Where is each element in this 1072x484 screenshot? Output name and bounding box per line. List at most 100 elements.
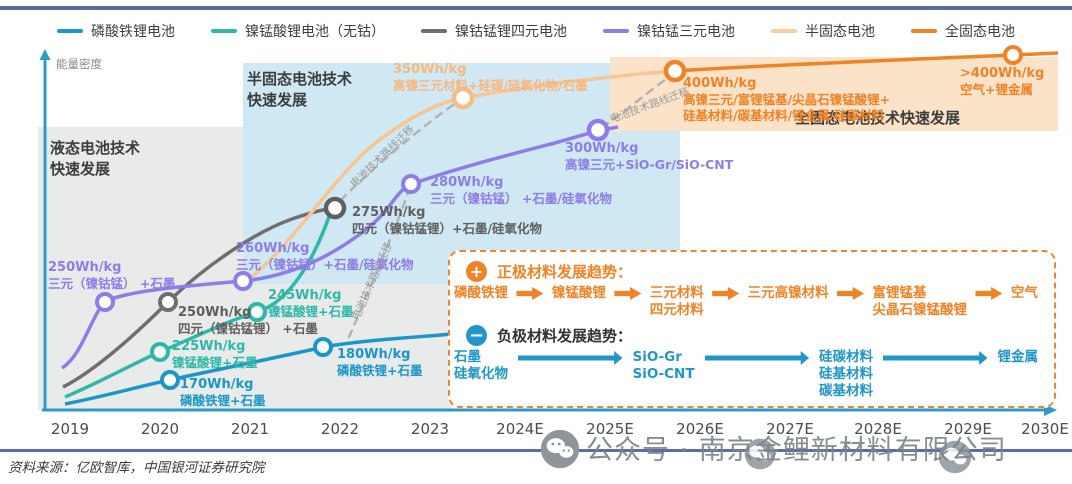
anode-trend-title: 负极材料发展趋势： [497,327,633,345]
point-label: 275Wh/kg 四元（镍钴锰锂）+石墨/硅氧化物 [352,205,542,237]
trend-step-line: 锂金属 [997,349,1039,365]
x-tick: 2021 [230,420,270,438]
legend-label: 磷酸铁锂电池 [91,24,175,40]
legend-item: 全固态电池 [911,21,1015,41]
trend-step: 镍锰酸锂 [552,285,606,302]
point-label: 225Wh/kg 镍锰酸锂+石墨 [172,339,257,371]
legend-swatch [211,29,237,33]
point-label: 170Wh/kg 磷酸铁锂+石墨 [180,377,265,409]
point-material: 三元（镍钴锰） +石墨 [48,276,176,291]
point-material: 高镍三元/富锂锰基/尖晶石镍锰酸锂+ [683,92,891,107]
x-tick: 2026E [676,420,724,438]
right-arrow-icon [883,351,988,365]
point-material: 磷酸铁锂+石墨 [337,363,423,378]
x-tick: 2029E [944,420,992,438]
region-label-semi: 半固态电池技术 快速发展 [247,70,353,109]
legend-label: 镍锰酸锂电池（无钴） [245,24,385,40]
trend-step-line: 磷酸铁锂 [454,285,508,301]
trend-step: SiO-Gr SiO-CNT [632,349,694,383]
bottom-border [0,449,1072,452]
right-arrow-icon [518,351,623,365]
cathode-title-row: + 正极材料发展趋势： [466,261,1054,282]
right-arrow-icon [614,287,642,300]
point-material: 三元（镍钴锰） +石墨/硅氧化物 [430,191,612,206]
legend-swatch [57,29,83,33]
trend-step: 空气 [1011,285,1038,302]
trend-step: 硅碳材料 硅基材料 碳基材料 [819,349,873,400]
legend-swatch [771,29,797,33]
point-label: >400Wh/kg 空气+锂金属 [960,66,1044,98]
x-tick: 2023 [410,420,450,438]
cathode-trend-title: 正极材料发展趋势： [497,263,633,281]
trend-step-line: 镍锰酸锂 [551,285,606,301]
materials-trend-box: + 正极材料发展趋势： 磷酸铁锂 镍锰酸锂 三元材料 四元材料 三元高镍材料 富锂锰基 尖晶… [448,250,1056,408]
point-material: 磷酸铁锂+石墨 [180,393,266,408]
point-value: 280Wh/kg [430,175,504,190]
x-tick: 2028E [854,420,902,438]
trend-step-line: 硅基材料 [819,366,874,382]
x-tick: 2024E [496,420,544,438]
x-tick: 2020 [140,420,180,438]
point-label: 245Wh/kg 镍锰酸锂+石墨 [268,288,353,320]
right-arrow-icon [975,287,1003,300]
point-material: 硅基材料/碳基材料/锂金属/硅碳材料 [683,108,885,123]
point-label: 280Wh/kg 三元（镍钴锰） +石墨/硅氧化物 [430,175,612,207]
minus-icon: − [466,325,487,346]
x-tick: 2030E [1021,420,1069,438]
legend-label: 半固态电池 [805,24,875,40]
wechat-icon [938,440,972,474]
point-label: 300Wh/kg 高镍三元+SiO-Gr/SiO-CNT [565,141,733,173]
trend-step-line: 硅碳材料 [819,349,874,365]
legend-item: 镍钴锰三元电池 [603,21,735,41]
right-arrow-icon [516,287,544,300]
legend-label: 全固态电池 [945,24,1015,40]
point-label: 250Wh/kg 三元（镍钴锰） +石墨 [48,260,175,292]
point-value: >400Wh/kg [960,66,1045,81]
point-value: 170Wh/kg [180,377,254,392]
trend-step-line: 三元高镍材料 [747,285,829,301]
legend-swatch [911,29,937,33]
right-arrow-icon [837,287,865,300]
x-tick: 2027E [766,420,814,438]
point-material: 高镍三元材料+硅碳/硅氧化物/石墨 [393,78,588,93]
legend-label: 镍钴锰三元电池 [637,24,735,40]
legend-item: 镍锰酸锂电池（无钴） [211,21,385,41]
point-material: 四元（镍钴锰锂） +石墨 [178,321,318,336]
point-value: 350Wh/kg [393,62,467,77]
wechat-icon [744,438,776,470]
x-tick: 2025E [586,420,634,438]
legend-item: 镍钴锰锂四元电池 [421,21,567,41]
point-material: 高镍三元+SiO-Gr/SiO-CNT [565,157,734,172]
point-label: 350Wh/kg 高镍三元材料+硅碳/硅氧化物/石墨 [393,62,588,94]
right-arrow-icon [704,351,810,365]
trend-step: 富锂锰基 尖晶石镍锰酸锂 [873,285,968,319]
point-value: 180Wh/kg [337,347,411,362]
point-value: 400Wh/kg [683,76,757,91]
y-axis-label: 能量密度 [56,57,102,71]
trend-step: 三元高镍材料 [748,285,829,302]
trend-step-line: SiO-CNT [632,366,695,382]
trend-step: 锂金属 [998,349,1039,366]
point-value: 250Wh/kg [48,260,122,275]
top-border [0,6,1072,10]
point-material: 镍锰酸锂+石墨 [268,304,354,319]
trend-step-line: 石墨 [454,349,481,365]
trend-step: 石墨 硅氧化物 [454,349,508,383]
point-label: 400Wh/kg 高镍三元/富锂锰基/尖晶石镍锰酸锂+ 硅基材料/碳基材料/锂金属/… [683,76,890,124]
point-value: 245Wh/kg [268,288,342,303]
legend-item: 半固态电池 [771,21,875,41]
legend-swatch [603,29,629,33]
source-note: 资料来源：亿欧智库，中国银河证券研究院 [8,460,265,476]
trend-step-line: 尖晶石镍锰酸锂 [872,302,968,318]
anode-title-row: − 负极材料发展趋势： [466,325,1054,346]
point-value: 275Wh/kg [352,205,426,220]
trend-step-line: 硅氧化物 [454,366,508,382]
region-label-solid: 全固态电池技术快速发展 [795,109,961,127]
trend-step-line: 三元材料 [649,285,704,301]
y-axis-arrow-icon [39,49,51,60]
point-material: 空气+锂金属 [960,82,1033,97]
point-material: 四元（镍钴锰锂）+石墨/硅氧化物 [352,221,543,236]
x-tick: 2019 [50,420,90,438]
legend-label: 镍钴锰锂四元电池 [455,24,567,40]
